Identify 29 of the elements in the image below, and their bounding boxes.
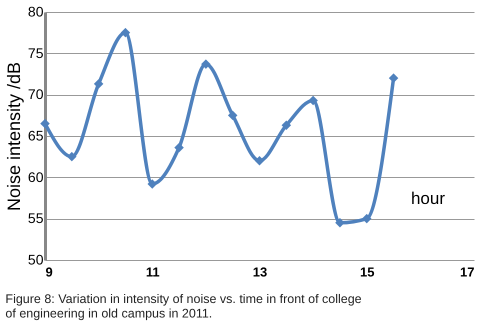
x-tick-label: 17 — [460, 264, 474, 280]
x-tick-label: 9 — [46, 264, 53, 280]
y-tick-label: 55 — [28, 210, 44, 226]
x-tick-label: 11 — [146, 264, 160, 280]
point — [67, 152, 77, 162]
point — [388, 73, 398, 83]
point — [308, 96, 318, 106]
point — [94, 79, 104, 89]
x-tick-label: 13 — [252, 264, 268, 280]
caption: Figure 8: Variation in intensity of noise vs. time in front of college of engineering in old campus in 2011. — [5, 292, 362, 320]
x-tick-label: 15 — [360, 264, 374, 280]
point — [362, 214, 372, 224]
point — [40, 118, 50, 128]
point — [335, 218, 345, 228]
y-tick-label: 80 — [28, 4, 44, 20]
point — [228, 110, 238, 120]
y-axis-title: Noise intensity /dB — [4, 62, 24, 212]
point — [254, 156, 264, 166]
point — [282, 120, 292, 130]
y-tick-label: 70 — [28, 86, 44, 102]
y-tick-label: 75 — [28, 44, 44, 61]
y-tick-label: 65 — [28, 128, 44, 144]
point — [201, 59, 211, 69]
point — [120, 28, 130, 38]
point — [174, 142, 184, 152]
point — [148, 179, 157, 189]
y-tick-label: 50 — [28, 252, 44, 268]
x-axis-title: hour — [410, 189, 446, 208]
y-tick-label: 60 — [28, 168, 44, 185]
